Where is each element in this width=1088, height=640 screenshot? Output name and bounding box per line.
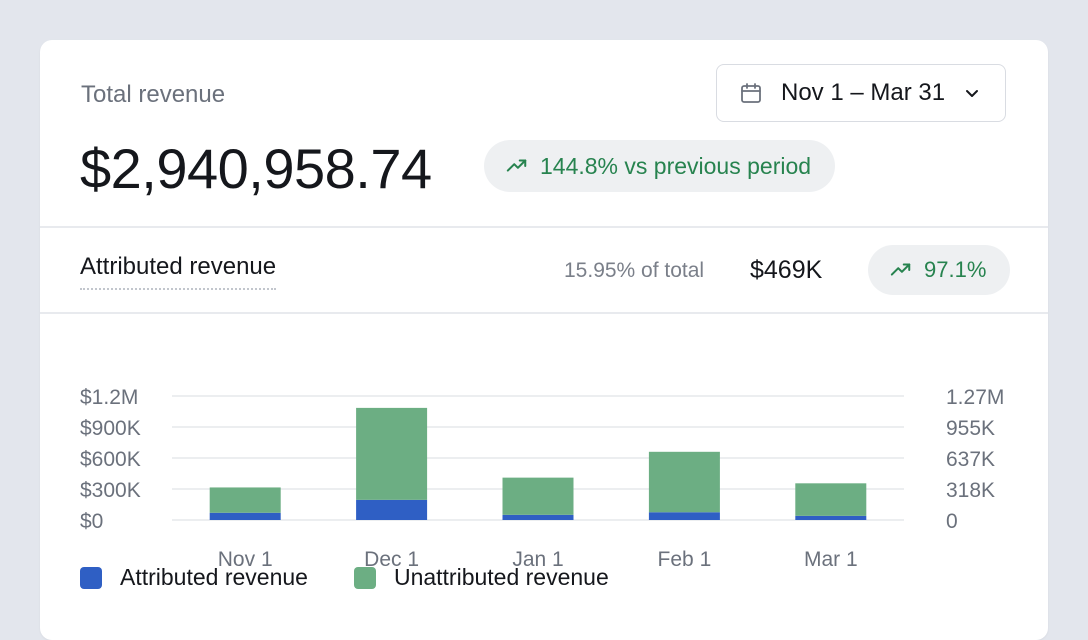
- legend-item-attributed[interactable]: Attributed revenue: [80, 564, 308, 591]
- chart-legend: Attributed revenue Unattributed revenue: [80, 564, 655, 591]
- bar-attributed: [502, 514, 574, 520]
- attributed-share: 15.95% of total: [564, 259, 705, 282]
- attributed-change-badge: 97.1%: [868, 245, 1011, 295]
- x-tick-label: Jan 1: [512, 548, 563, 571]
- revenue-card: Total revenue Nov 1 – Mar 31 $2,940,958.…: [40, 40, 1048, 640]
- x-tick-label: Nov 1: [218, 548, 273, 571]
- legend-item-unattributed[interactable]: Unattributed revenue: [353, 564, 609, 591]
- attributed-change: 97.1%: [924, 257, 987, 282]
- change-badge: 144.8% vs previous period: [484, 140, 836, 192]
- trend-up-icon: [506, 159, 527, 172]
- y-tick-left: $1.2M: [80, 386, 138, 409]
- bar-unattributed: [502, 477, 574, 515]
- bar-unattributed: [648, 451, 720, 513]
- bar-attributed: [356, 499, 428, 520]
- bar-unattributed: [795, 483, 867, 516]
- attributed-revenue-label[interactable]: Attributed revenue: [80, 253, 277, 290]
- y-tick-right: 318K: [946, 479, 995, 502]
- x-tick-label: Dec 1: [364, 548, 419, 571]
- x-tick-label: Mar 1: [804, 548, 858, 571]
- y-tick-left: $600K: [80, 448, 141, 471]
- date-range-label: Nov 1 – Mar 31: [781, 79, 946, 106]
- date-range-picker[interactable]: Nov 1 – Mar 31: [716, 64, 1006, 122]
- total-revenue-label: Total revenue: [81, 81, 226, 108]
- y-tick-left: $300K: [80, 479, 141, 502]
- legend-swatch-unattributed: [353, 566, 376, 589]
- y-tick-right: 637K: [946, 448, 995, 471]
- y-tick-right: 0: [946, 510, 958, 533]
- x-tick-label: Feb 1: [658, 548, 712, 571]
- attributed-value: $469K: [750, 256, 823, 284]
- revenue-bar-chart: $1.2M 1.27M $900K 955K $600K 637K $300K 318K $0 0…: [80, 386, 1004, 571]
- trend-up-icon: [890, 263, 911, 276]
- bar-unattributed: [356, 407, 428, 500]
- divider: [40, 226, 1048, 228]
- y-tick-left: $900K: [80, 417, 141, 440]
- bar-unattributed: [209, 487, 281, 513]
- legend-label-unattributed: Unattributed revenue: [393, 564, 609, 590]
- y-tick-left: $0: [80, 510, 103, 533]
- legend-swatch-attributed: [80, 566, 102, 589]
- calendar-icon: [741, 83, 761, 103]
- bar-attributed: [648, 512, 720, 520]
- chevron-down-icon: [966, 90, 979, 97]
- bar-attributed: [795, 515, 867, 520]
- y-tick-right: 955K: [946, 417, 995, 440]
- bar-attributed: [209, 512, 281, 520]
- legend-label-attributed: Attributed revenue: [120, 564, 308, 590]
- change-text: 144.8% vs previous period: [540, 152, 812, 179]
- total-revenue-value: $2,940,958.74: [80, 137, 432, 200]
- divider: [40, 312, 1048, 314]
- y-tick-right: 1.27M: [946, 386, 1004, 409]
